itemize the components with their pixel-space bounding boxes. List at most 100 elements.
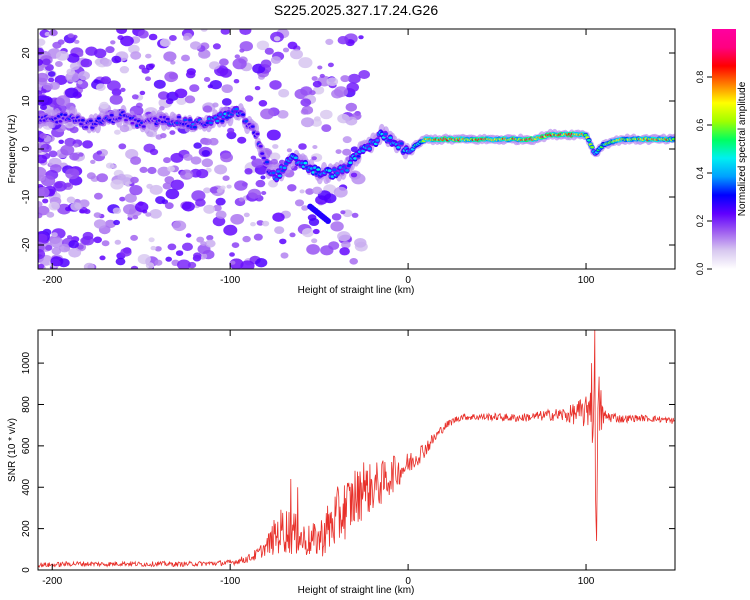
spectrogram-noise-blob (341, 241, 351, 249)
spectrogram-ridge-core (188, 118, 193, 122)
spectrogram-noise-blob (247, 188, 262, 199)
spectrogram-noise-blob (149, 184, 163, 195)
spectrogram-noise-blob (290, 49, 303, 60)
spectrogram-noise-blob (165, 98, 174, 105)
spectrogram-ridge-core (345, 169, 350, 172)
spectrogram-noise-blob (45, 244, 53, 251)
colorbar-tick-label: 0.0 (695, 263, 705, 276)
spectrogram-ridge-core (244, 120, 249, 123)
spectrogram-noise-blob (273, 36, 281, 42)
spectrogram-noise-blob (351, 212, 359, 218)
spectrogram-noise-blob (349, 258, 359, 265)
spectrogram-noise-blob (347, 73, 361, 84)
snr-panel: -200 -100 0 100 0 200 400 600 800 1000 Height of… (7, 329, 676, 596)
spectrogram-noise-blob (335, 149, 342, 155)
spectrogram-x-ticks: -200 -100 0 100 (42, 29, 595, 286)
spectrogram-noise-blob (170, 179, 184, 190)
spectrogram-noise-blob (111, 164, 117, 169)
spectrogram-noise-blob (244, 95, 254, 102)
spectrogram-noise-blob (250, 155, 257, 160)
spectrogram-noise-blob (253, 233, 263, 241)
spectrogram-ridge-core (80, 119, 85, 122)
spectrogram-noise-blob (272, 212, 285, 222)
spectrogram-x-tick-label: -100 (220, 275, 240, 286)
spectrogram-noise-blob (311, 76, 318, 81)
snr-y-ticks: 0 200 400 600 800 1000 (21, 352, 675, 573)
spectrogram-noise-blob (183, 153, 193, 161)
spectrogram-noise-blob (98, 149, 108, 157)
snr-y-tick-label: 400 (21, 478, 32, 495)
spectrogram-noise-blob (48, 201, 60, 211)
spectrogram-noise-blob (105, 46, 115, 54)
spectrogram-noise-blob (174, 88, 188, 99)
snr-x-axis-label: Height of straight line (km) (298, 585, 415, 596)
spectrogram-noise-blob (53, 180, 67, 192)
spectrogram-noise-blob (93, 79, 99, 84)
colorbar-tick-label: 0.8 (695, 71, 705, 84)
spectrogram-noise-blob (39, 133, 47, 139)
spectrogram-noise-blob (159, 38, 171, 47)
spectrogram-noise-blob (272, 144, 279, 149)
spectrogram-ridge-core (361, 149, 366, 153)
spectrogram-noise-blob (95, 83, 106, 91)
spectrogram-noise-blob (128, 44, 140, 54)
spectrogram-noise-blob (40, 143, 52, 153)
spectrogram-noise-blob (117, 173, 126, 181)
spectrogram-noise-blob (163, 51, 177, 62)
spectrogram-noise-blob (38, 212, 43, 219)
spectrogram-noise-blob (345, 102, 357, 112)
spectrogram-noise-blob (250, 222, 256, 227)
spectrogram-ridge-core (316, 168, 321, 171)
spectrogram-noise-blob (80, 58, 93, 68)
spectrogram-noise-blob (346, 82, 360, 93)
spectrogram-noise-blob (114, 129, 121, 135)
spectrogram-noise-blob (73, 39, 80, 44)
spectrogram-x-tick-label: 100 (578, 275, 595, 286)
spectrogram-noise-blob (120, 87, 126, 92)
spectrogram-noise-blob (243, 212, 250, 218)
spectrogram-noise-blob (109, 94, 123, 105)
spectrogram-noise-blob (183, 35, 190, 41)
spectrogram-noise-blob (145, 63, 154, 70)
spectrogram-y-tick-label: 20 (21, 47, 32, 59)
spectrogram-noise-blob (153, 79, 166, 89)
spectrogram-ridge-core (265, 160, 269, 164)
spectrogram-noise-blob (239, 41, 253, 52)
spectrogram-noise-blob (282, 47, 290, 53)
spectrogram-noise-blob (280, 252, 289, 259)
spectrogram-noise-blob (115, 257, 126, 266)
spectrogram-noise-blob (350, 172, 358, 178)
snr-x-tick-label: 0 (405, 576, 411, 587)
spectrogram-noise-blob (222, 175, 230, 181)
spectrogram-noise-blob (116, 29, 128, 34)
spectrogram-ridge-core (234, 107, 239, 111)
spectrogram-noise-blob (167, 243, 177, 251)
colorbar-ticks: 0.0 0.2 0.4 0.6 0.8 (695, 71, 712, 276)
spectrogram-ridge-core (277, 174, 282, 178)
spectrogram-y-ticks: -20 -10 0 10 20 (21, 47, 675, 252)
spectrogram-noise-blob (327, 62, 334, 68)
spectrogram-noise-blob (51, 232, 58, 238)
spectrogram-noise-blob (254, 86, 261, 91)
spectrogram-ridge-core (671, 137, 675, 141)
spectrogram-noise-blob (256, 40, 270, 51)
spectrogram-noise-blob (137, 29, 149, 39)
spectrogram-noise-blob (69, 152, 80, 161)
spectrogram-noise-blob (93, 212, 102, 219)
spectrogram-noise-blob (165, 256, 172, 262)
spectrogram-noise-blob (301, 117, 314, 128)
spectrogram-x-tick-label: -200 (42, 275, 62, 286)
spectrogram-noise-blob (163, 157, 171, 164)
spectrogram-noise-blob (86, 172, 96, 180)
spectrogram-noise-blob (269, 80, 282, 90)
spectrogram-noise-blob (38, 58, 44, 66)
spectrogram-ridge-core (276, 170, 281, 173)
spectrogram-noise-blob (78, 71, 90, 81)
spectrogram-ridge-core (261, 156, 266, 160)
spectrogram-noise-blob (46, 211, 55, 218)
spectrogram-noise-blob (209, 186, 219, 194)
spectrogram-noise-blob (317, 65, 323, 70)
spectrogram-noise-blob (223, 224, 238, 236)
spectrogram-ridge-core (88, 119, 93, 123)
spectrogram-noise-blob (244, 168, 253, 175)
